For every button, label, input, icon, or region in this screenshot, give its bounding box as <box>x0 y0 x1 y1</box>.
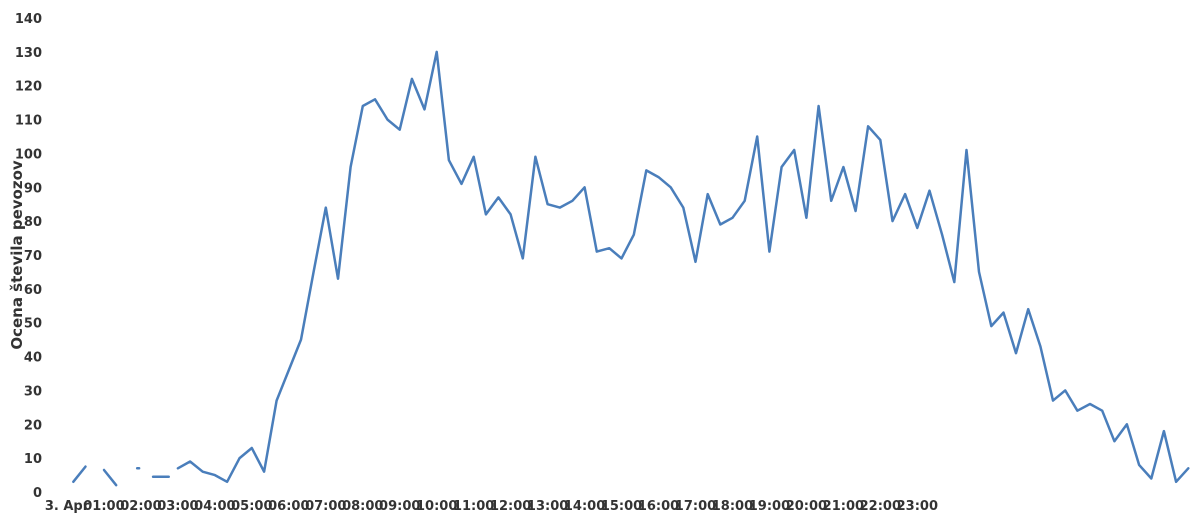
y-tick-label: 120 <box>15 80 42 95</box>
x-tick-label: 09:00 <box>379 499 420 514</box>
y-tick-label: 0 <box>33 486 42 501</box>
x-tick-label: 06:00 <box>268 499 309 514</box>
x-tick-label: 19:00 <box>749 499 790 514</box>
x-tick-label: 08:00 <box>342 499 383 514</box>
y-axis-ticks: 0 10 20 30 40 50 60 70 80 90 100 110 120 130 140 <box>15 12 42 501</box>
x-tick-label: 23:00 <box>897 499 938 514</box>
y-tick-label: 20 <box>24 418 42 433</box>
y-tick-label: 140 <box>15 12 42 27</box>
y-tick-label: 50 <box>24 317 42 332</box>
series-line <box>102 468 118 487</box>
y-axis-title: Ocena števila pevozov <box>8 160 26 350</box>
x-tick-label: 13:00 <box>527 499 568 514</box>
x-tick-label: 3. Apr <box>45 499 90 514</box>
x-tick-label: 16:00 <box>638 499 679 514</box>
y-tick-label: 70 <box>24 249 42 264</box>
x-tick-label: 11:00 <box>453 499 494 514</box>
y-tick-label: 90 <box>24 181 42 196</box>
x-tick-label: 05:00 <box>231 499 272 514</box>
x-tick-label: 17:00 <box>675 499 716 514</box>
x-tick-label: 20:00 <box>786 499 827 514</box>
y-tick-label: 30 <box>24 384 42 399</box>
x-tick-label: 21:00 <box>823 499 864 514</box>
x-tick-label: 01:00 <box>83 499 124 514</box>
x-tick-label: 03:00 <box>157 499 198 514</box>
x-tick-label: 07:00 <box>305 499 346 514</box>
series-line <box>72 465 87 484</box>
x-tick-label: 02:00 <box>120 499 161 514</box>
series-line-group <box>72 50 1190 487</box>
y-tick-label: 110 <box>15 114 42 129</box>
x-tick-label: 14:00 <box>564 499 605 514</box>
x-tick-label: 10:00 <box>416 499 457 514</box>
x-tick-label: 22:00 <box>860 499 901 514</box>
y-tick-label: 130 <box>15 46 42 61</box>
x-tick-label: 12:00 <box>490 499 531 514</box>
x-tick-label: 15:00 <box>601 499 642 514</box>
x-tick-label: 04:00 <box>194 499 235 514</box>
y-tick-label: 10 <box>24 452 42 467</box>
x-tick-label: 18:00 <box>712 499 753 514</box>
y-tick-label: 40 <box>24 351 42 366</box>
y-tick-label: 60 <box>24 283 42 298</box>
y-tick-label: 100 <box>15 147 42 162</box>
x-axis-ticks: 3. Apr01:0002:0003:0004:0005:0006:0007:0… <box>45 499 938 514</box>
y-tick-label: 80 <box>24 215 42 230</box>
series-line <box>176 50 1190 484</box>
